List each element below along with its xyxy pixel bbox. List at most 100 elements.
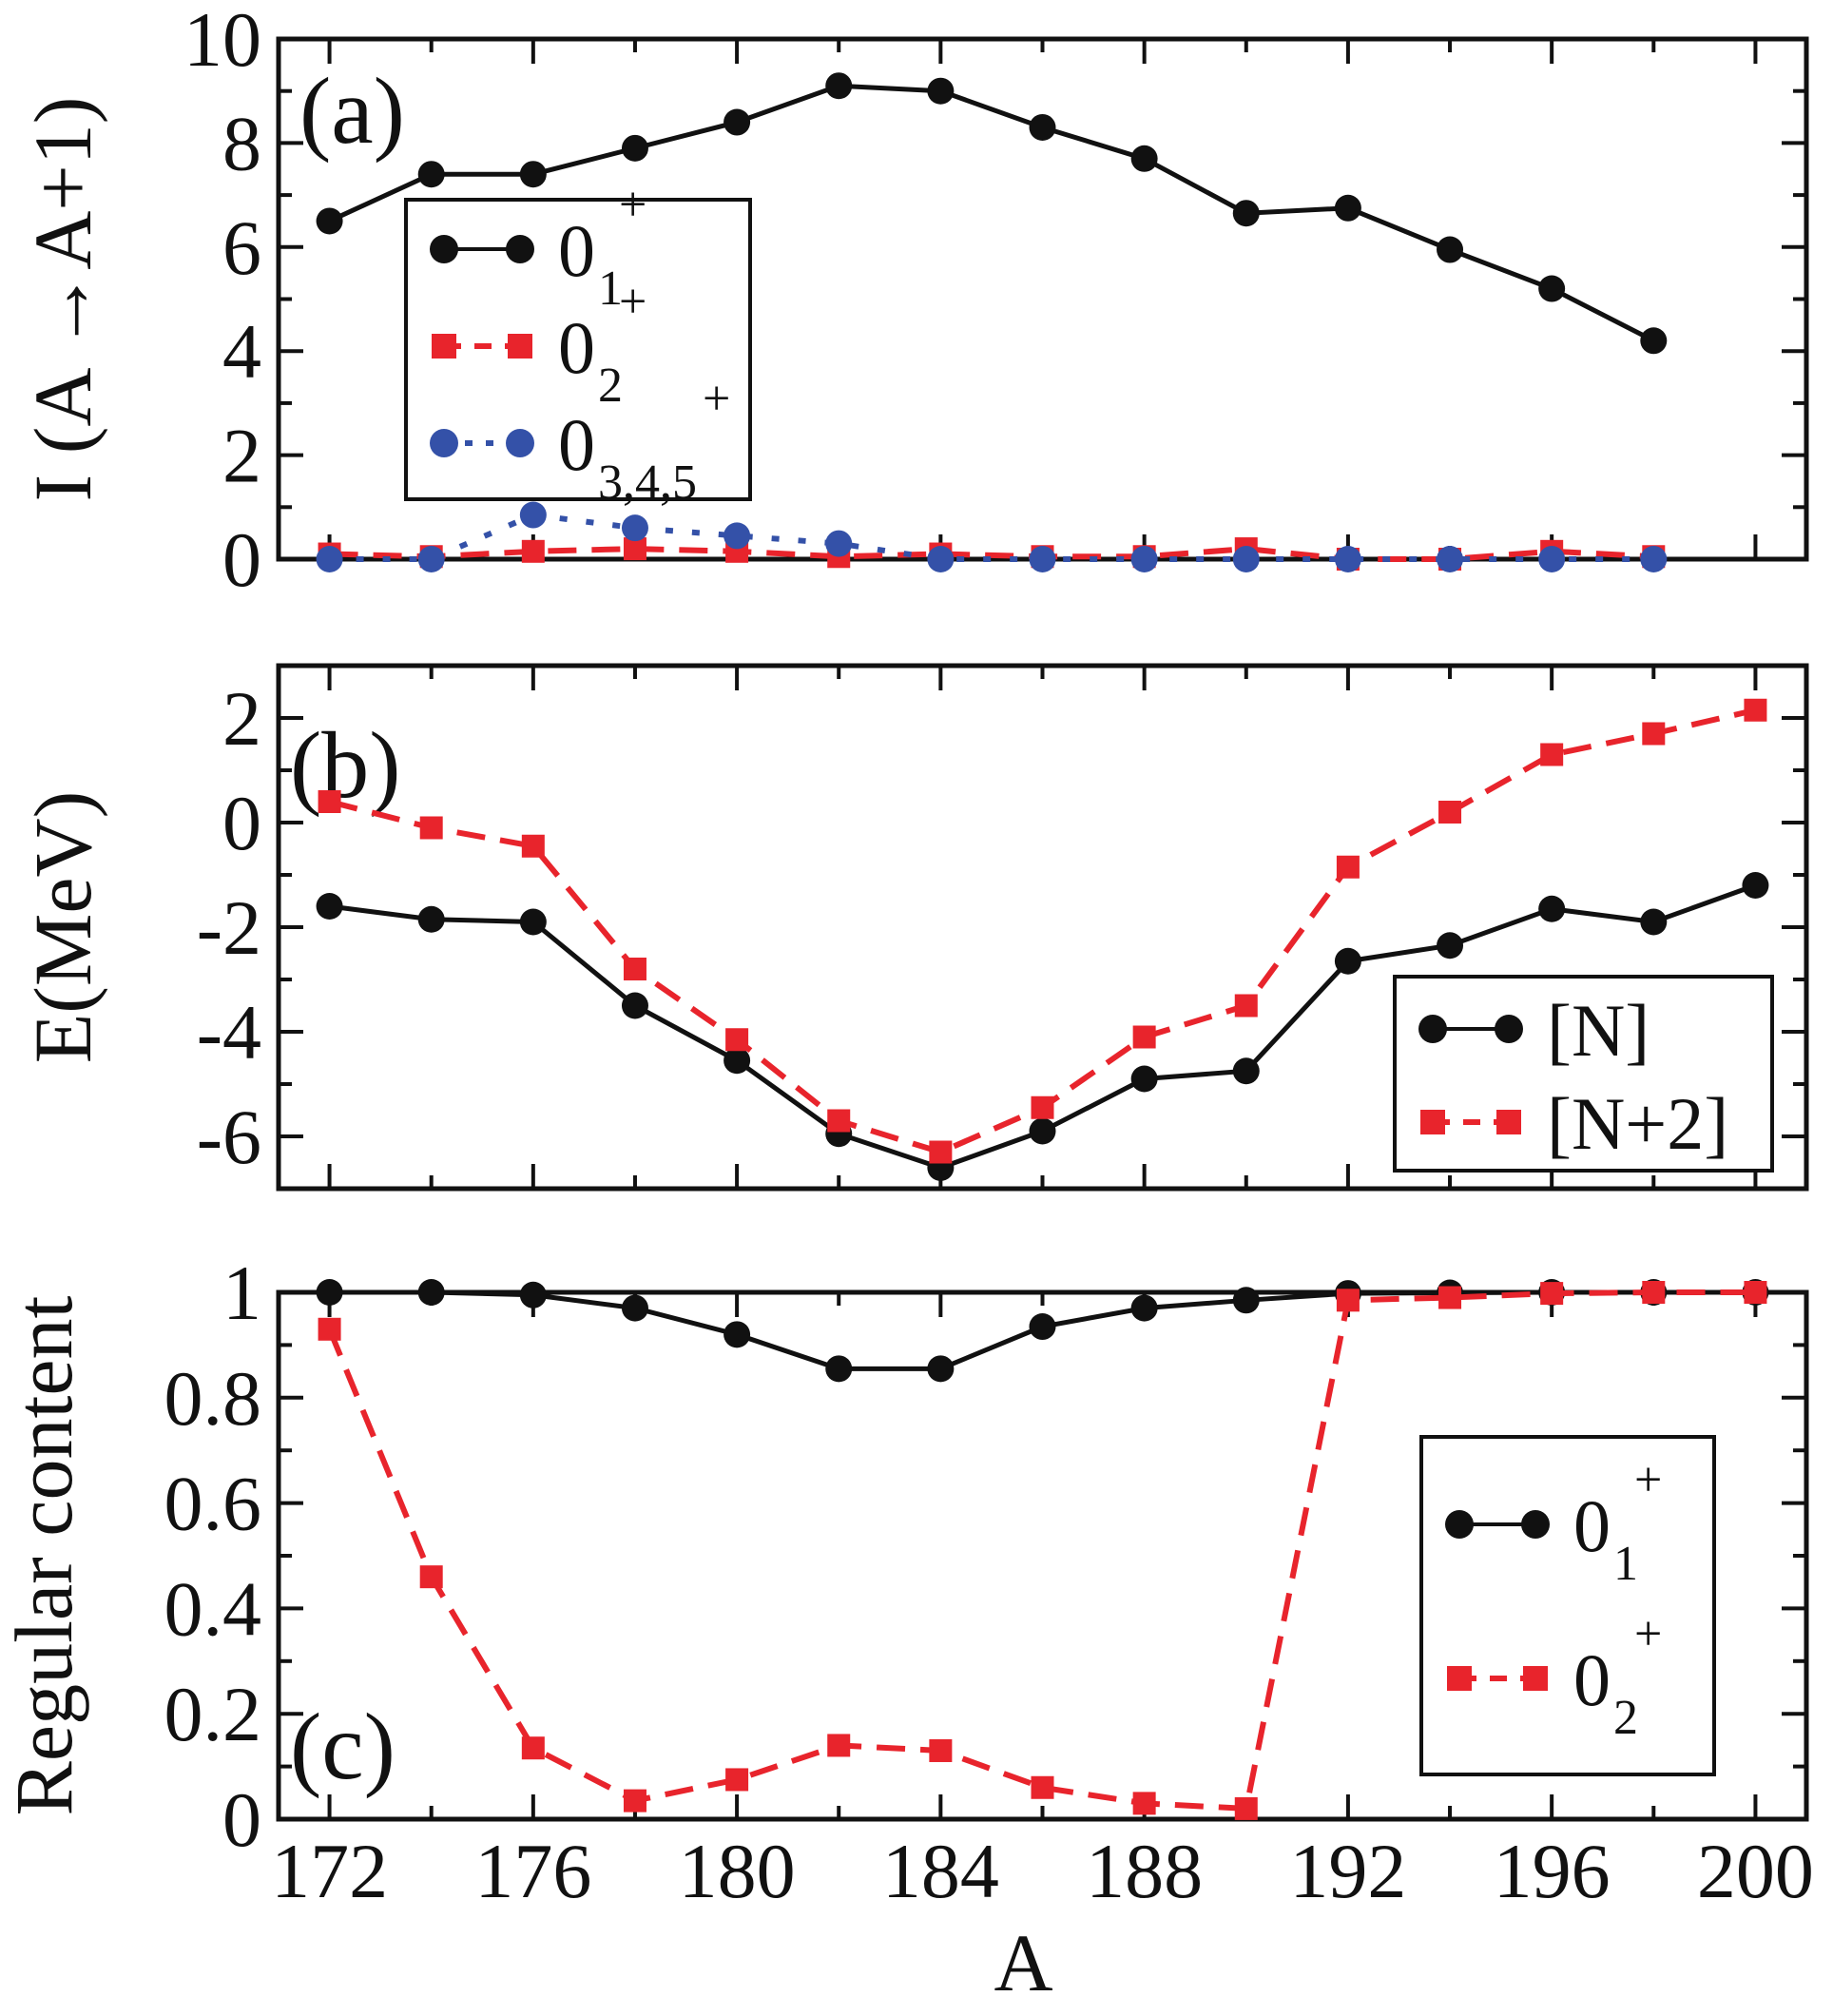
data-point <box>1029 1313 1056 1341</box>
data-point <box>1642 1281 1666 1304</box>
x-axis-title: A <box>994 1917 1052 2008</box>
y-tick-label: 0.2 <box>164 1671 262 1757</box>
legend-label-superscript: + <box>619 178 646 232</box>
legend-marker <box>1523 1666 1548 1691</box>
x-tick-label: 196 <box>1494 1828 1611 1914</box>
data-point <box>929 1140 953 1164</box>
data-point <box>1334 947 1361 975</box>
legend-label-subscript: 1 <box>598 262 623 316</box>
data-point <box>827 1734 851 1757</box>
data-point <box>1642 722 1666 746</box>
data-point <box>725 1028 749 1052</box>
legend-marker <box>508 334 532 359</box>
data-point <box>929 1738 953 1762</box>
x-tick-label: 188 <box>1086 1828 1203 1914</box>
data-point <box>1538 275 1566 302</box>
series-0-2- <box>318 1281 1767 1820</box>
legend-marker <box>1521 1510 1550 1539</box>
x-tick-label: 184 <box>882 1828 999 1914</box>
data-point <box>316 207 343 235</box>
y-tick-label: 0.4 <box>164 1565 262 1652</box>
data-point <box>621 1294 648 1322</box>
data-point <box>1742 872 1769 899</box>
data-point <box>417 1279 445 1306</box>
data-point <box>316 546 343 572</box>
data-point <box>419 816 443 840</box>
series-line <box>329 546 1654 562</box>
y-axis-title: Regular content <box>0 1295 89 1815</box>
legend-label: 0 <box>558 306 595 389</box>
legend-marker <box>1445 1510 1474 1539</box>
data-point <box>519 501 547 529</box>
legend-label-subscript: 2 <box>598 359 623 413</box>
legend-label: [N] <box>1547 989 1650 1072</box>
data-point <box>316 1279 343 1306</box>
panel-label: (b) <box>290 712 401 818</box>
data-point <box>1640 327 1668 355</box>
x-tick-label: 200 <box>1697 1828 1814 1914</box>
data-point <box>519 1281 547 1308</box>
data-point <box>927 77 955 105</box>
y-tick-label: 0 <box>222 780 261 866</box>
data-point <box>1540 743 1564 766</box>
data-point <box>519 908 547 936</box>
data-point <box>621 992 648 1019</box>
legend-label: 0 <box>558 403 595 486</box>
data-point <box>1232 200 1260 227</box>
data-point <box>1232 546 1260 572</box>
data-point <box>1538 546 1566 572</box>
data-point <box>724 1321 751 1348</box>
y-tick-label: 0 <box>222 516 261 603</box>
data-point <box>419 1565 443 1589</box>
data-point <box>1640 908 1668 936</box>
data-point <box>1232 1057 1260 1085</box>
data-point <box>316 893 343 920</box>
data-point <box>825 1355 853 1383</box>
data-point <box>1130 546 1158 572</box>
data-point <box>1640 546 1668 572</box>
series-line <box>328 83 1655 343</box>
series--n-2- <box>318 698 1767 1164</box>
data-point <box>1438 801 1462 824</box>
data-point <box>1538 895 1566 922</box>
legend-label-superscript: + <box>703 372 730 426</box>
legend-label-superscript: + <box>619 275 646 329</box>
panel-label: (a) <box>299 58 405 164</box>
x-tick-label: 172 <box>271 1828 388 1914</box>
x-tick-label: 176 <box>474 1828 591 1914</box>
y-tick-label: 1 <box>222 1250 261 1336</box>
legend-marker <box>430 429 458 457</box>
data-point <box>1031 1095 1054 1119</box>
data-point <box>1334 194 1361 222</box>
legend-box <box>1419 1435 1716 1776</box>
legend-label: [N+2] <box>1547 1082 1728 1165</box>
data-point <box>1437 932 1464 960</box>
y-tick-label: 2 <box>222 675 261 762</box>
data-point <box>1130 145 1158 172</box>
data-point <box>1437 236 1464 263</box>
legend-marker <box>1496 1110 1521 1134</box>
data-point <box>1336 855 1360 879</box>
data-point <box>417 161 445 188</box>
legend-marker <box>1447 1666 1472 1691</box>
data-point <box>827 1109 851 1133</box>
data-point <box>724 522 751 550</box>
data-point <box>825 530 853 557</box>
data-point <box>1437 546 1464 572</box>
y-tick-label: 4 <box>222 308 261 395</box>
legend-label-subscript: 1 <box>1613 1537 1638 1591</box>
data-point <box>519 161 547 188</box>
data-point <box>1438 1286 1462 1309</box>
data-point <box>417 905 445 933</box>
data-point <box>521 539 545 563</box>
series-line <box>326 1289 1756 1812</box>
y-tick-label: -2 <box>197 884 261 971</box>
data-point <box>724 108 751 136</box>
legend-marker <box>432 334 456 359</box>
data-point <box>1029 1117 1056 1145</box>
y-axis-title: E(MeV) <box>17 791 108 1064</box>
data-point <box>725 1768 749 1792</box>
data-point <box>621 514 648 542</box>
